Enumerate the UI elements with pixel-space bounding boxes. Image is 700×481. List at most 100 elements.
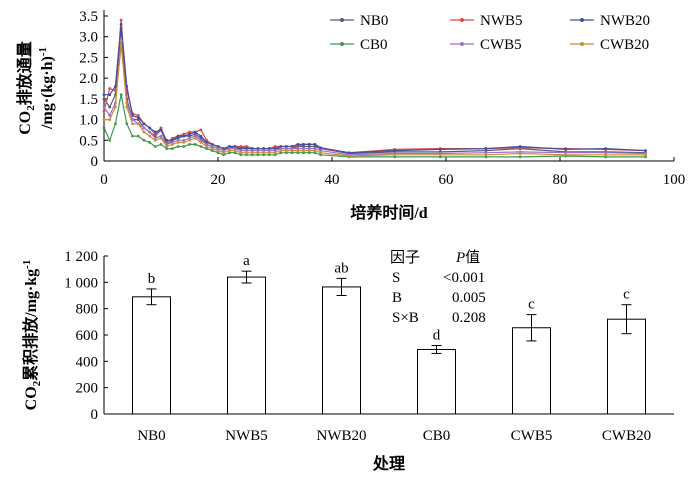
- data-point: [239, 149, 243, 153]
- data-point: [228, 149, 231, 153]
- data-point: [290, 151, 294, 155]
- top-ylabel-sub: 2: [25, 105, 37, 111]
- legend-marker: [340, 18, 344, 22]
- data-point: [114, 122, 117, 126]
- x-tick-label: 20: [211, 172, 226, 188]
- data-point: [153, 130, 157, 134]
- significance-letter: a: [243, 253, 250, 269]
- data-point: [256, 151, 260, 155]
- data-point: [222, 153, 226, 157]
- y-tick-label: 200: [76, 381, 99, 397]
- data-point: [136, 134, 140, 138]
- data-point: [142, 122, 146, 126]
- data-point: [125, 122, 129, 126]
- y-tick-label: 3.5: [79, 9, 98, 25]
- data-point: [393, 149, 397, 153]
- data-point: [302, 145, 305, 148]
- data-point: [210, 147, 214, 150]
- y-tick-label: 800: [76, 302, 99, 318]
- y-tick-label: 1 200: [64, 249, 98, 265]
- data-point: [273, 149, 277, 153]
- data-point: [290, 145, 294, 148]
- data-point: [393, 155, 397, 159]
- data-point: [644, 155, 647, 159]
- x-tick-label: 0: [100, 172, 108, 188]
- data-point: [102, 118, 106, 121]
- data-point: [136, 116, 140, 119]
- data-point: [250, 147, 254, 150]
- data-point: [108, 93, 112, 97]
- data-point: [216, 149, 220, 153]
- data-point: [142, 138, 146, 142]
- significance-letter: c: [528, 297, 535, 313]
- data-point: [102, 97, 106, 101]
- data-point: [273, 153, 277, 157]
- data-point: [250, 151, 254, 155]
- data-point: [205, 147, 209, 150]
- data-point: [199, 138, 203, 142]
- series-line: [103, 94, 646, 158]
- data-point: [347, 154, 351, 158]
- data-point: [193, 143, 197, 146]
- series-line: [103, 44, 646, 156]
- x-tick-label: CWB20: [602, 428, 651, 444]
- legend-label: NB0: [360, 13, 388, 29]
- data-point: [228, 147, 231, 150]
- significance-letter: c: [623, 287, 630, 303]
- stats-header-value: 值: [465, 249, 480, 266]
- legend-label: NWB20: [600, 13, 650, 29]
- stats-header-p: P: [455, 250, 465, 266]
- legend-label: CB0: [360, 37, 388, 53]
- data-point: [108, 114, 112, 117]
- data-point: [165, 145, 169, 148]
- data-point: [210, 145, 214, 148]
- data-point: [182, 145, 186, 148]
- legend-marker: [460, 42, 464, 46]
- y-tick-label: 2.5: [79, 50, 98, 66]
- data-point: [108, 118, 112, 121]
- data-point: [216, 151, 220, 155]
- data-point: [290, 149, 294, 153]
- data-point: [222, 149, 226, 153]
- x-tick-label: NWB20: [317, 428, 367, 444]
- data-point: [393, 153, 397, 157]
- data-point: [210, 149, 214, 153]
- top-series-lines: [102, 18, 647, 159]
- data-point: [319, 151, 322, 155]
- data-point: [153, 136, 157, 140]
- bottom-ylabel-co: CO: [23, 386, 40, 410]
- data-point: [142, 130, 146, 134]
- data-point: [319, 146, 322, 150]
- data-point: [307, 147, 311, 150]
- bar: [417, 348, 456, 415]
- data-point: [245, 147, 248, 150]
- data-point: [228, 145, 231, 148]
- top-ylabel-rest: 排放通量: [15, 41, 34, 105]
- data-point: [159, 134, 163, 138]
- data-point: [267, 153, 271, 157]
- data-point: [119, 18, 123, 22]
- y-tick-label: 3.0: [79, 30, 98, 46]
- data-point: [205, 145, 209, 148]
- data-point: [233, 151, 237, 155]
- data-point: [484, 149, 488, 153]
- data-point: [188, 130, 191, 134]
- bar: [132, 296, 171, 415]
- data-point: [176, 138, 180, 142]
- cumulative-bar-chart: 0 200 400 600 800 1 000 1 200 b NB0 a NWB5 ab NWB20…: [21, 249, 674, 473]
- data-point: [296, 147, 300, 150]
- data-point: [222, 147, 226, 150]
- data-point: [302, 143, 305, 146]
- stats-p: 0.208: [452, 310, 486, 326]
- svg-text:/mg·(kg·h)-1: /mg·(kg·h)-1: [37, 47, 56, 130]
- data-point: [279, 147, 283, 150]
- data-point: [279, 149, 283, 153]
- data-point: [159, 136, 163, 140]
- data-point: [171, 138, 174, 142]
- data-point: [176, 134, 180, 138]
- data-point: [256, 149, 260, 153]
- y-tick-label: 1.0: [79, 113, 98, 129]
- data-point: [313, 149, 317, 153]
- top-ylabel-co: CO: [17, 111, 34, 135]
